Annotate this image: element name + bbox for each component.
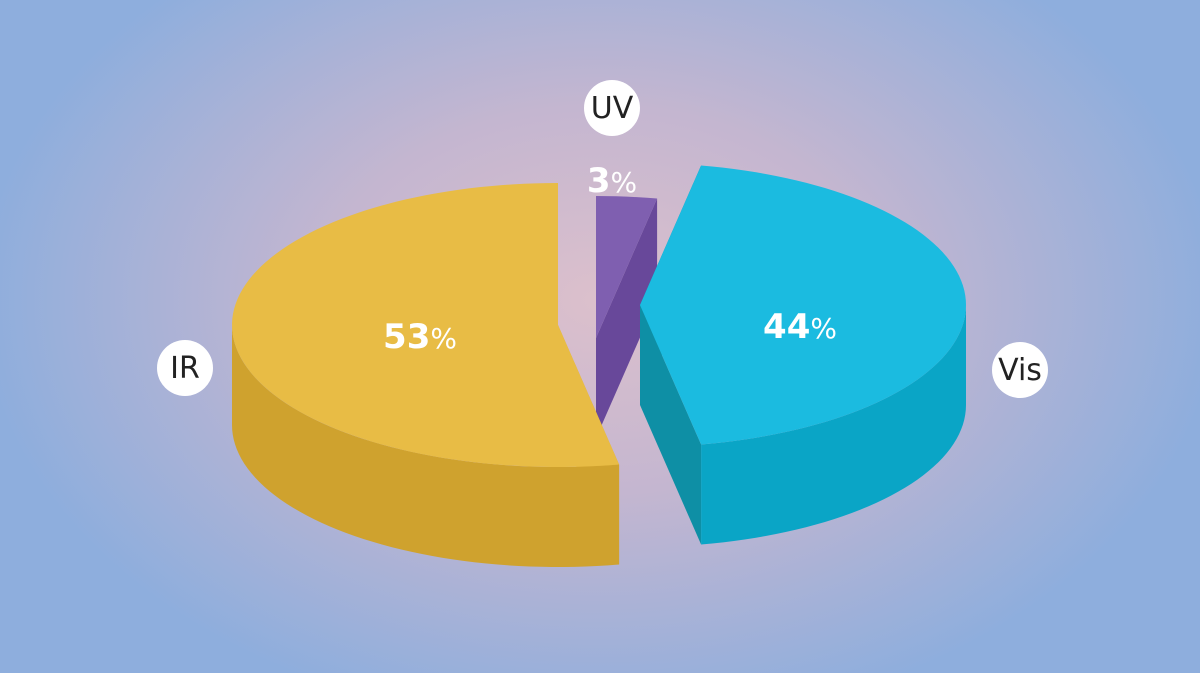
slice-ir bbox=[232, 183, 620, 467]
slice-label: UV bbox=[591, 91, 634, 126]
data-label: 44% bbox=[763, 307, 837, 347]
label-bubble-vis bbox=[992, 342, 1048, 398]
slice-uv bbox=[596, 196, 658, 338]
slice-side-ir bbox=[232, 325, 620, 567]
slice-label: Vis bbox=[998, 353, 1042, 388]
slice-label: IR bbox=[170, 351, 200, 386]
label-bubble-ir bbox=[157, 340, 213, 396]
label-bubble-uv bbox=[584, 80, 640, 136]
slice-vis bbox=[640, 165, 966, 445]
slice-cut-face-vis bbox=[640, 305, 702, 545]
slice-side-vis bbox=[701, 305, 966, 545]
slice-cut-face-uv bbox=[596, 198, 658, 438]
data-label: 3% bbox=[587, 161, 637, 201]
data-label: 53% bbox=[383, 317, 457, 357]
